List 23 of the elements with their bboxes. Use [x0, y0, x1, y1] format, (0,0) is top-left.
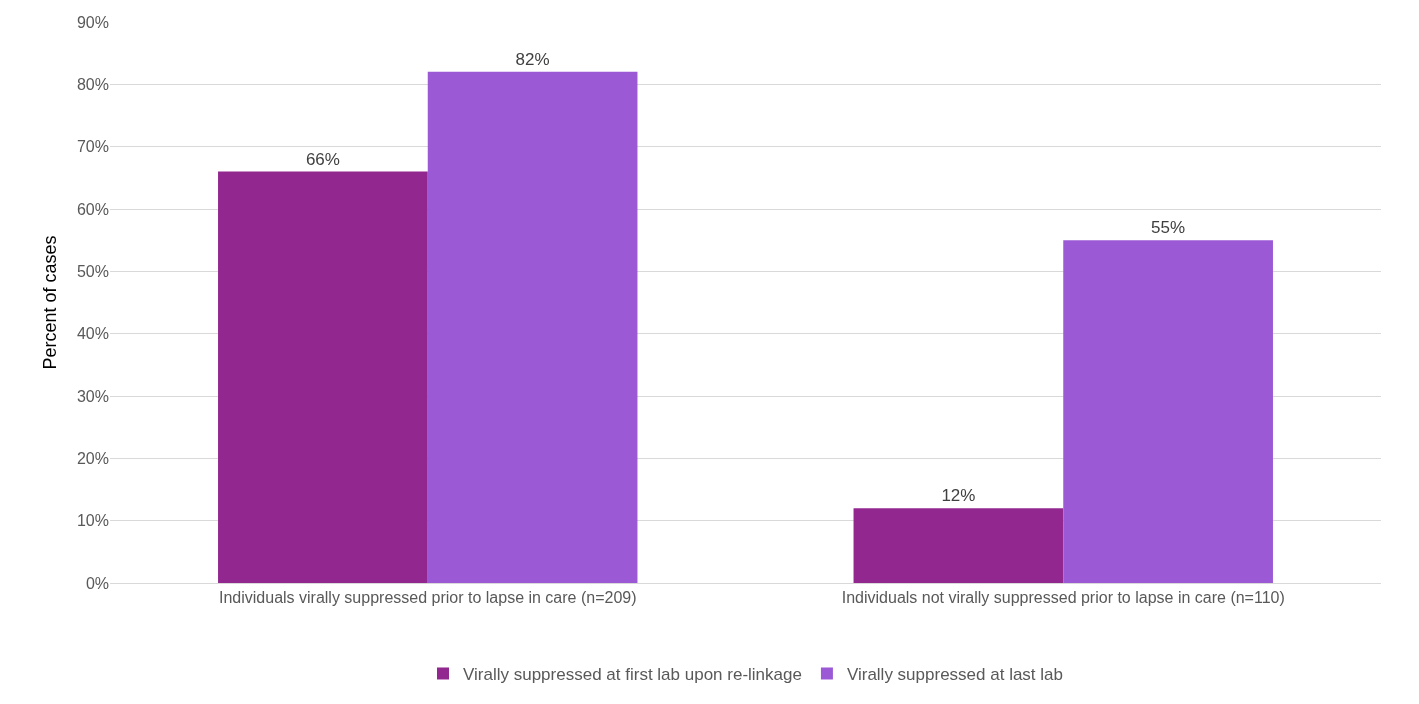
y-tick-label: 90% — [76, 13, 109, 31]
y-tick-label: 10% — [76, 512, 109, 530]
y-tick-label: 20% — [76, 449, 109, 467]
x-tick-label: Individuals virally suppressed prior to lapse in care (n=209) — [218, 589, 637, 607]
bar — [427, 71, 638, 583]
y-tick-label: 0% — [85, 574, 109, 592]
y-tick-label: 70% — [76, 138, 109, 156]
y-tick-label: 30% — [76, 387, 109, 405]
y-tick-label: 50% — [76, 262, 109, 280]
data-label: 82% — [515, 49, 550, 69]
bar — [853, 508, 1064, 583]
x-tick-label: Individuals not virally suppressed prior to lapse in care (n=110) — [841, 589, 1285, 607]
data-label: 12% — [941, 486, 976, 506]
y-tick-label: 40% — [76, 325, 109, 343]
y-tick-label: 80% — [76, 75, 109, 93]
legend-label: Virally suppressed at last lab — [846, 665, 1063, 685]
bar — [1063, 240, 1273, 583]
bar — [218, 171, 428, 583]
y-tick-label: 60% — [76, 200, 109, 218]
y-axis-title: Percent of cases — [40, 235, 61, 370]
data-label: 55% — [1151, 218, 1186, 238]
data-label: 66% — [305, 149, 340, 169]
legend-label: Virally suppressed at first lab upon re-linkage — [463, 665, 802, 685]
